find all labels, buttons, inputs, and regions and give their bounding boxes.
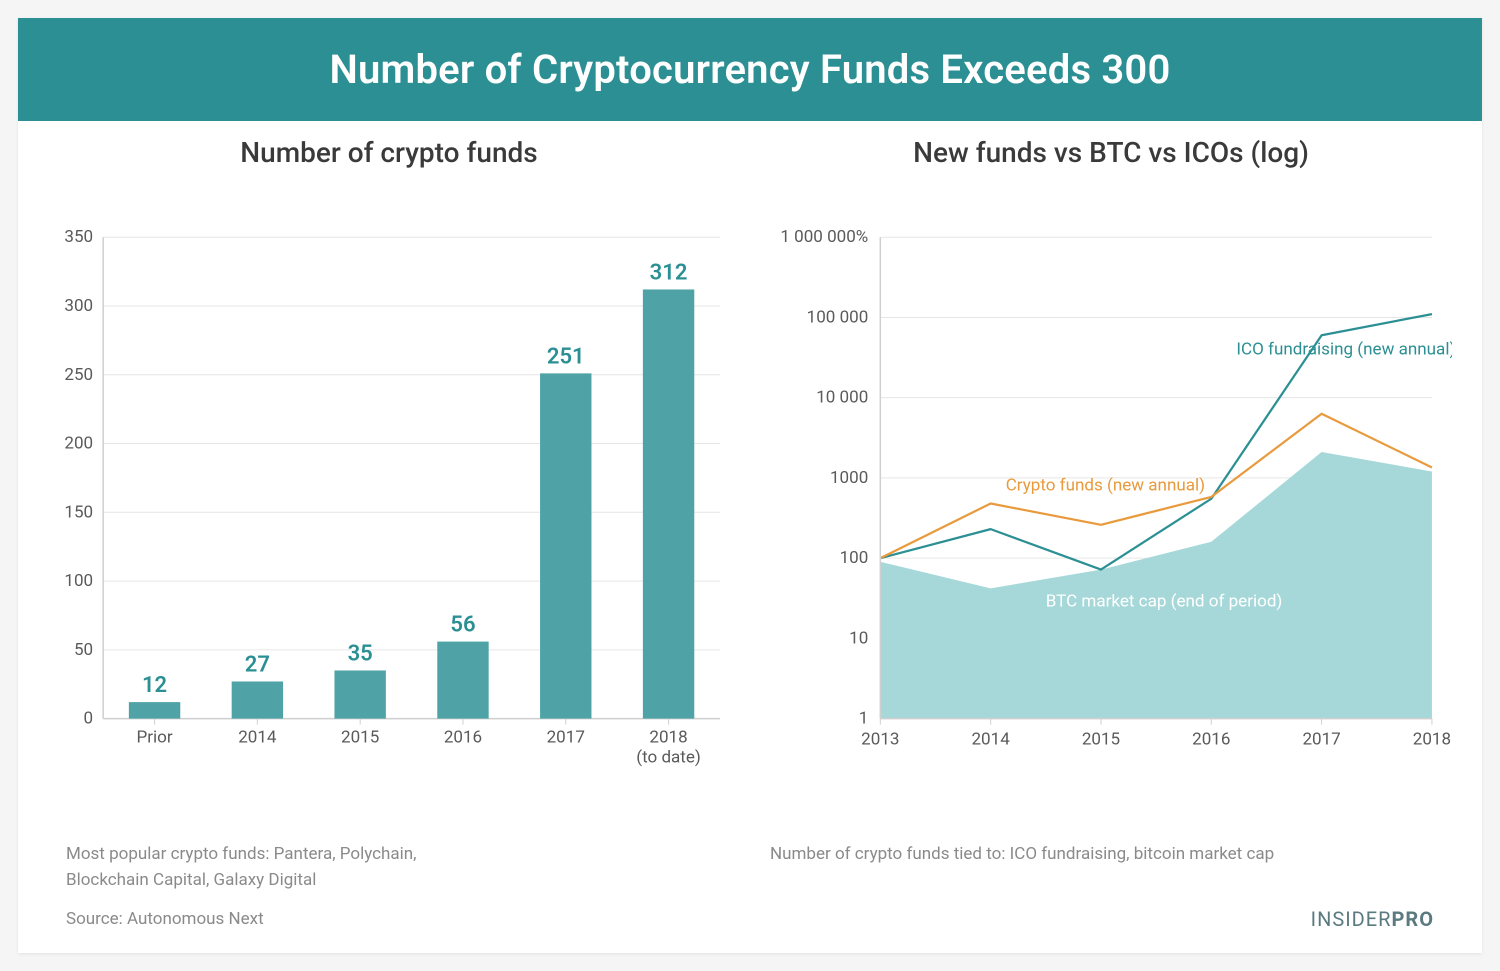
line-chart-panel: New funds vs BTC vs ICOs (log) 1 10 100 100… — [770, 136, 1452, 832]
svg-text:50: 50 — [74, 640, 93, 660]
svg-text:150: 150 — [64, 502, 93, 522]
main-title: Number of Cryptocurrency Funds Exceeds 3… — [58, 46, 1442, 93]
source-text: Source: Autonomous Next — [66, 909, 264, 929]
svg-text:10: 10 — [849, 628, 868, 648]
bar-chart-panel: Number of crypto funds 0 50 100 150 200 250 30… — [48, 136, 730, 832]
header-bar: Number of Cryptocurrency Funds Exceeds 3… — [18, 18, 1482, 121]
svg-text:2015: 2015 — [341, 728, 379, 748]
svg-text:ICO fundraising (new annual): ICO fundraising (new annual) — [1236, 339, 1452, 359]
svg-text:100 000: 100 000 — [807, 307, 869, 327]
captions-row: Most popular crypto funds: Pantera, Poly… — [18, 832, 1482, 893]
brand-prefix: INSIDER — [1311, 907, 1392, 931]
svg-text:27: 27 — [245, 652, 270, 677]
svg-text:35: 35 — [348, 641, 373, 666]
caption-right: Number of crypto funds tied to: ICO fund… — [730, 842, 1434, 893]
svg-text:2014: 2014 — [971, 730, 1010, 750]
line-chart: 1 10 100 1000 10 000 100 000 1 000 000% 2013 201… — [770, 184, 1452, 832]
svg-text:1 000 000%: 1 000 000% — [780, 227, 868, 247]
line-chart-title: New funds vs BTC vs ICOs (log) — [770, 136, 1452, 169]
svg-text:1000: 1000 — [830, 468, 868, 488]
svg-text:2017: 2017 — [1302, 730, 1340, 750]
svg-text:56: 56 — [450, 613, 475, 638]
svg-text:100: 100 — [840, 548, 869, 568]
page: Number of Cryptocurrency Funds Exceeds 3… — [0, 0, 1500, 971]
svg-text:2014: 2014 — [238, 728, 277, 748]
bar-chart: 0 50 100 150 200 250 300 350 12 Prior 27 2014 35 2015… — [48, 184, 730, 832]
svg-text:300: 300 — [64, 296, 93, 316]
svg-text:2018: 2018 — [1413, 730, 1451, 750]
svg-text:251: 251 — [547, 344, 585, 369]
svg-text:Crypto funds (new annual): Crypto funds (new annual) — [1006, 475, 1205, 495]
svg-text:2015: 2015 — [1082, 730, 1120, 750]
svg-text:350: 350 — [64, 227, 93, 247]
bar-chart-title: Number of crypto funds — [48, 136, 730, 169]
svg-text:0: 0 — [84, 709, 94, 729]
card: Number of Cryptocurrency Funds Exceeds 3… — [18, 18, 1482, 953]
svg-text:100: 100 — [64, 571, 93, 591]
svg-text:312: 312 — [650, 260, 688, 285]
footer-row: Source: Autonomous Next INSIDERPRO — [18, 893, 1482, 953]
svg-text:1: 1 — [859, 709, 869, 729]
svg-text:250: 250 — [64, 365, 93, 385]
caption-left: Most popular crypto funds: Pantera, Poly… — [66, 842, 730, 893]
svg-text:2013: 2013 — [861, 730, 899, 750]
svg-text:10 000: 10 000 — [816, 388, 868, 408]
brand-suffix: PRO — [1392, 907, 1435, 931]
svg-text:Prior: Prior — [136, 728, 172, 748]
svg-text:200: 200 — [64, 434, 93, 454]
svg-text:2017: 2017 — [547, 728, 585, 748]
svg-text:BTC market cap (end of period): BTC market cap (end of period) — [1046, 591, 1283, 611]
svg-text:2018: 2018 — [649, 728, 687, 748]
charts-row: Number of crypto funds 0 50 100 150 200 250 30… — [18, 121, 1482, 832]
svg-text:(to date): (to date) — [636, 748, 701, 768]
svg-text:2016: 2016 — [444, 728, 482, 748]
svg-text:2016: 2016 — [1192, 730, 1230, 750]
brand-logo: INSIDERPRO — [1311, 907, 1434, 931]
svg-text:12: 12 — [142, 673, 167, 698]
